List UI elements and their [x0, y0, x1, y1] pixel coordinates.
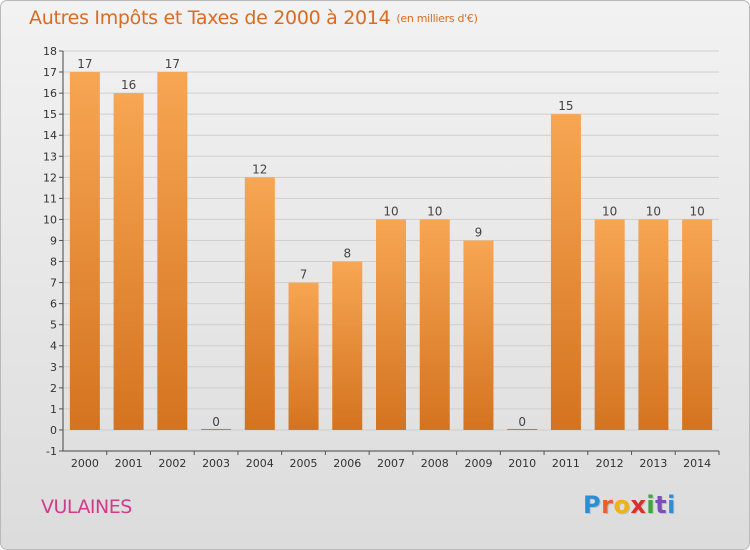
- bar-2011: [550, 114, 581, 430]
- bar-2003: [201, 428, 232, 430]
- x-tick-label: 2013: [639, 457, 667, 470]
- bar-2005: [288, 282, 319, 430]
- logo-letter: i: [667, 491, 676, 519]
- bar-2000: [69, 72, 100, 430]
- data-label: 10: [602, 204, 617, 218]
- bar-2009: [463, 240, 494, 430]
- logo-letter: o: [613, 491, 631, 519]
- bar-2002: [157, 72, 188, 430]
- bar-2007: [376, 219, 406, 430]
- data-labels: 17 16 17 0 12 7 8 10 10 9 0 15 10 10 10: [77, 57, 705, 429]
- y-tick-label: 1: [50, 403, 57, 416]
- bar-2001: [113, 93, 144, 430]
- x-tick-label: 2001: [115, 457, 143, 470]
- bars: [69, 72, 713, 430]
- bar-2014: [682, 219, 713, 430]
- x-tick-label: 2002: [158, 457, 186, 470]
- y-tick-label: 4: [50, 340, 57, 353]
- bar-2006: [332, 261, 363, 430]
- y-tick-label: 12: [43, 171, 57, 184]
- data-label: 9: [475, 225, 483, 239]
- data-label: 17: [165, 57, 180, 71]
- x-tick-label: 2009: [464, 457, 492, 470]
- y-tick-label: 0: [50, 424, 57, 437]
- unit-label: (en milliers d'€): [396, 12, 478, 25]
- y-tick-label: 8: [50, 256, 57, 269]
- data-label: 12: [252, 162, 267, 176]
- place-name: VULAINES: [41, 496, 132, 518]
- bar-2013: [638, 219, 669, 430]
- proxiti-logo[interactable]: Proxiti: [583, 491, 676, 519]
- y-tick-label: 7: [50, 277, 57, 290]
- data-label: 8: [343, 247, 351, 261]
- y-tick-label: 10: [43, 213, 57, 226]
- logo-letter: i: [646, 491, 656, 519]
- data-label: 10: [646, 204, 661, 218]
- title-text: Autres Impôts et Taxes de 2000 à 2014: [29, 7, 391, 29]
- bar-2004: [244, 177, 275, 430]
- y-tick-label: 6: [50, 298, 57, 311]
- y-tick-label: 2: [50, 382, 57, 395]
- y-tick-label: -1: [46, 445, 57, 458]
- data-label: 7: [300, 268, 308, 282]
- x-tick-label: 2008: [421, 457, 449, 470]
- data-label: 15: [558, 99, 573, 113]
- data-label: 10: [383, 204, 398, 218]
- x-tick-label: 2010: [508, 457, 536, 470]
- data-label: 16: [121, 78, 136, 92]
- bar-2010: [507, 428, 538, 430]
- x-tick-label: 2012: [596, 457, 624, 470]
- y-tick-label: 14: [43, 129, 57, 142]
- y-tick-label: 17: [43, 66, 57, 79]
- logo-letter: r: [601, 491, 614, 519]
- x-tick-label: 2000: [71, 457, 99, 470]
- x-tick-label: 2007: [377, 457, 405, 470]
- x-tick-label: 2004: [246, 457, 274, 470]
- y-tick-label: 5: [50, 319, 57, 332]
- y-tick-label: 15: [43, 108, 57, 121]
- data-label: 17: [77, 57, 92, 71]
- y-tick-label: 16: [43, 87, 57, 100]
- x-tick-label: 2005: [290, 457, 318, 470]
- x-tick-label: 2014: [683, 457, 711, 470]
- x-tick-label: 2003: [202, 457, 230, 470]
- y-tick-label: 3: [50, 361, 57, 374]
- y-tick-label: 13: [43, 150, 57, 163]
- logo-letter: x: [630, 491, 647, 519]
- data-label: 0: [212, 415, 220, 429]
- bar-2012: [594, 219, 625, 430]
- x-tick-label: 2011: [552, 457, 580, 470]
- data-label: 10: [427, 204, 442, 218]
- y-tick-label: 11: [43, 192, 57, 205]
- chart-title: Autres Impôts et Taxes de 2000 à 2014 (en…: [29, 7, 478, 29]
- bar-2008: [419, 219, 450, 430]
- logo-letter: P: [583, 491, 602, 519]
- logo-letter: t: [655, 491, 668, 519]
- x-tick-label: 2006: [333, 457, 361, 470]
- data-label: 0: [518, 415, 526, 429]
- y-tick-label: 18: [43, 45, 57, 58]
- data-label: 10: [689, 204, 704, 218]
- y-tick-label: 9: [50, 234, 57, 247]
